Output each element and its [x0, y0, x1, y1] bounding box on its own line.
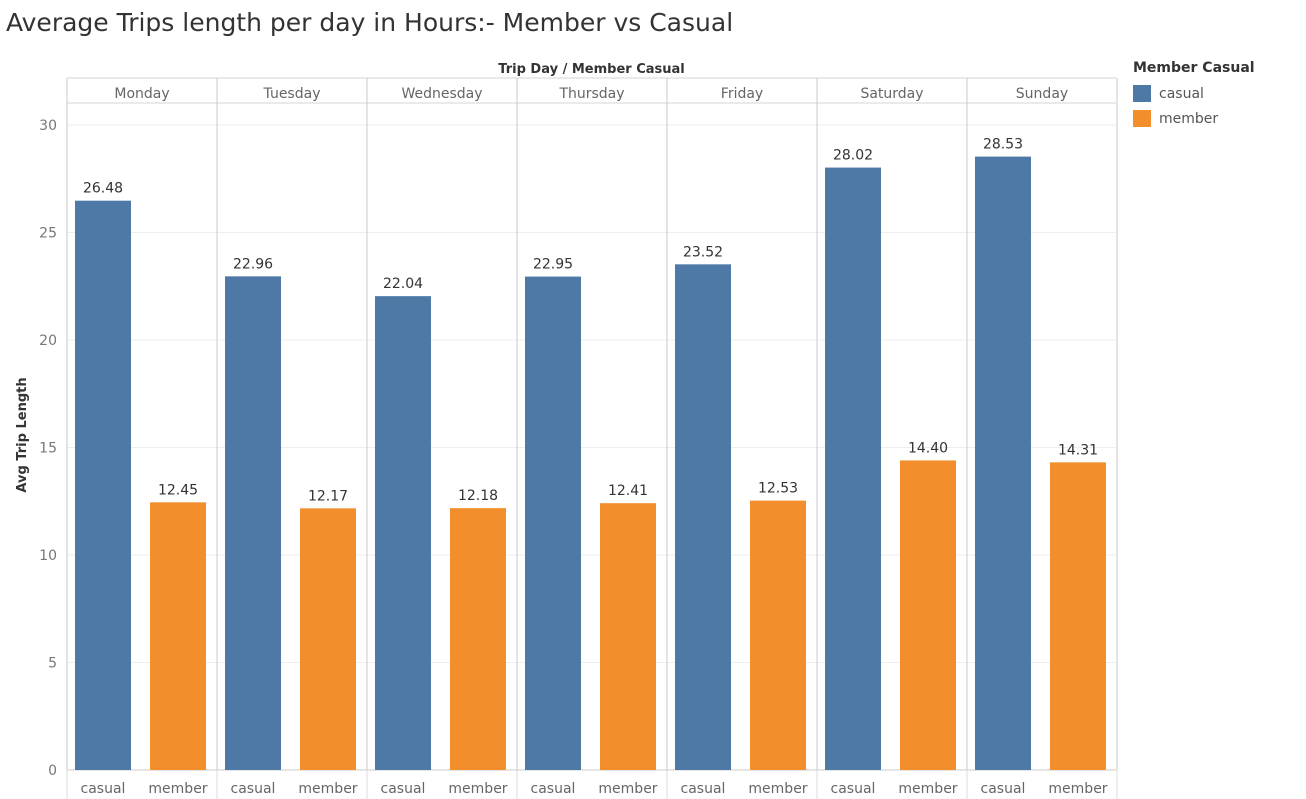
data-label: 22.95 [533, 257, 573, 273]
column-header-monday: Monday [114, 86, 169, 102]
legend: Member Casual casual member [1133, 60, 1255, 131]
x-tick-label: casual [381, 781, 426, 797]
legend-swatch-casual [1133, 85, 1151, 102]
y-tick-label: 10 [39, 548, 57, 564]
column-header-wednesday: Wednesday [401, 86, 482, 102]
bar-friday-casual [675, 264, 731, 770]
x-tick-label: member [148, 781, 207, 797]
x-tick-label: casual [81, 781, 126, 797]
bar-wednesday-casual [375, 296, 431, 770]
x-tick-label: casual [681, 781, 726, 797]
chart-title: Average Trips length per day in Hours:- … [6, 8, 734, 37]
legend-title: Member Casual [1133, 60, 1255, 76]
y-tick-label: 25 [39, 226, 57, 242]
y-tick-label: 5 [48, 656, 57, 672]
data-label: 23.52 [683, 244, 723, 260]
bar-saturday-casual [825, 167, 881, 770]
legend-item-casual[interactable]: casual [1133, 81, 1255, 106]
y-axis-title: Avg Trip Length [15, 377, 30, 492]
column-header-saturday: Saturday [860, 86, 923, 102]
x-tick-label: member [748, 781, 807, 797]
column-header-title: Trip Day / Member Casual [498, 62, 684, 77]
bar-tuesday-casual [225, 276, 281, 770]
data-label: 12.45 [158, 482, 198, 498]
column-header-thursday: Thursday [558, 86, 624, 102]
y-tick-label: 0 [48, 763, 57, 779]
legend-label-member: member [1159, 110, 1219, 127]
bar-sunday-casual [975, 156, 1031, 771]
bar-thursday-member [600, 503, 656, 770]
data-label: 28.02 [833, 148, 873, 164]
data-label: 12.18 [458, 488, 498, 504]
data-label: 14.40 [908, 440, 948, 456]
x-tick-label: member [898, 781, 957, 797]
bar-friday-member [750, 500, 806, 770]
data-label: 12.53 [758, 481, 798, 497]
data-label: 22.96 [233, 256, 273, 272]
x-tick-label: casual [831, 781, 876, 797]
x-tick-label: casual [531, 781, 576, 797]
x-tick-label: casual [981, 781, 1026, 797]
bar-tuesday-member [300, 508, 356, 770]
data-label: 26.48 [83, 181, 123, 197]
x-tick-label: member [298, 781, 357, 797]
data-label: 14.31 [1058, 442, 1098, 458]
x-tick-label: member [598, 781, 657, 797]
legend-swatch-member [1133, 110, 1151, 127]
column-header-friday: Friday [721, 86, 763, 102]
legend-label-casual: casual [1159, 85, 1204, 102]
bar-thursday-casual [525, 276, 581, 770]
legend-item-member[interactable]: member [1133, 106, 1255, 131]
column-header-sunday: Sunday [1016, 86, 1068, 102]
x-tick-label: casual [231, 781, 276, 797]
y-tick-label: 30 [39, 118, 57, 134]
y-tick-label: 20 [39, 333, 57, 349]
data-label: 22.04 [383, 276, 423, 292]
bar-wednesday-member [450, 508, 506, 770]
y-tick-label: 15 [39, 441, 57, 457]
column-header-tuesday: Tuesday [263, 86, 321, 102]
x-tick-label: member [448, 781, 507, 797]
x-tick-label: member [1048, 781, 1107, 797]
data-label: 28.53 [983, 137, 1023, 153]
data-label: 12.17 [308, 488, 348, 504]
bar-saturday-member [900, 460, 956, 770]
bar-monday-member [150, 502, 206, 770]
bar-monday-casual [75, 200, 131, 770]
data-label: 12.41 [608, 483, 648, 499]
bar-sunday-member [1050, 462, 1106, 770]
